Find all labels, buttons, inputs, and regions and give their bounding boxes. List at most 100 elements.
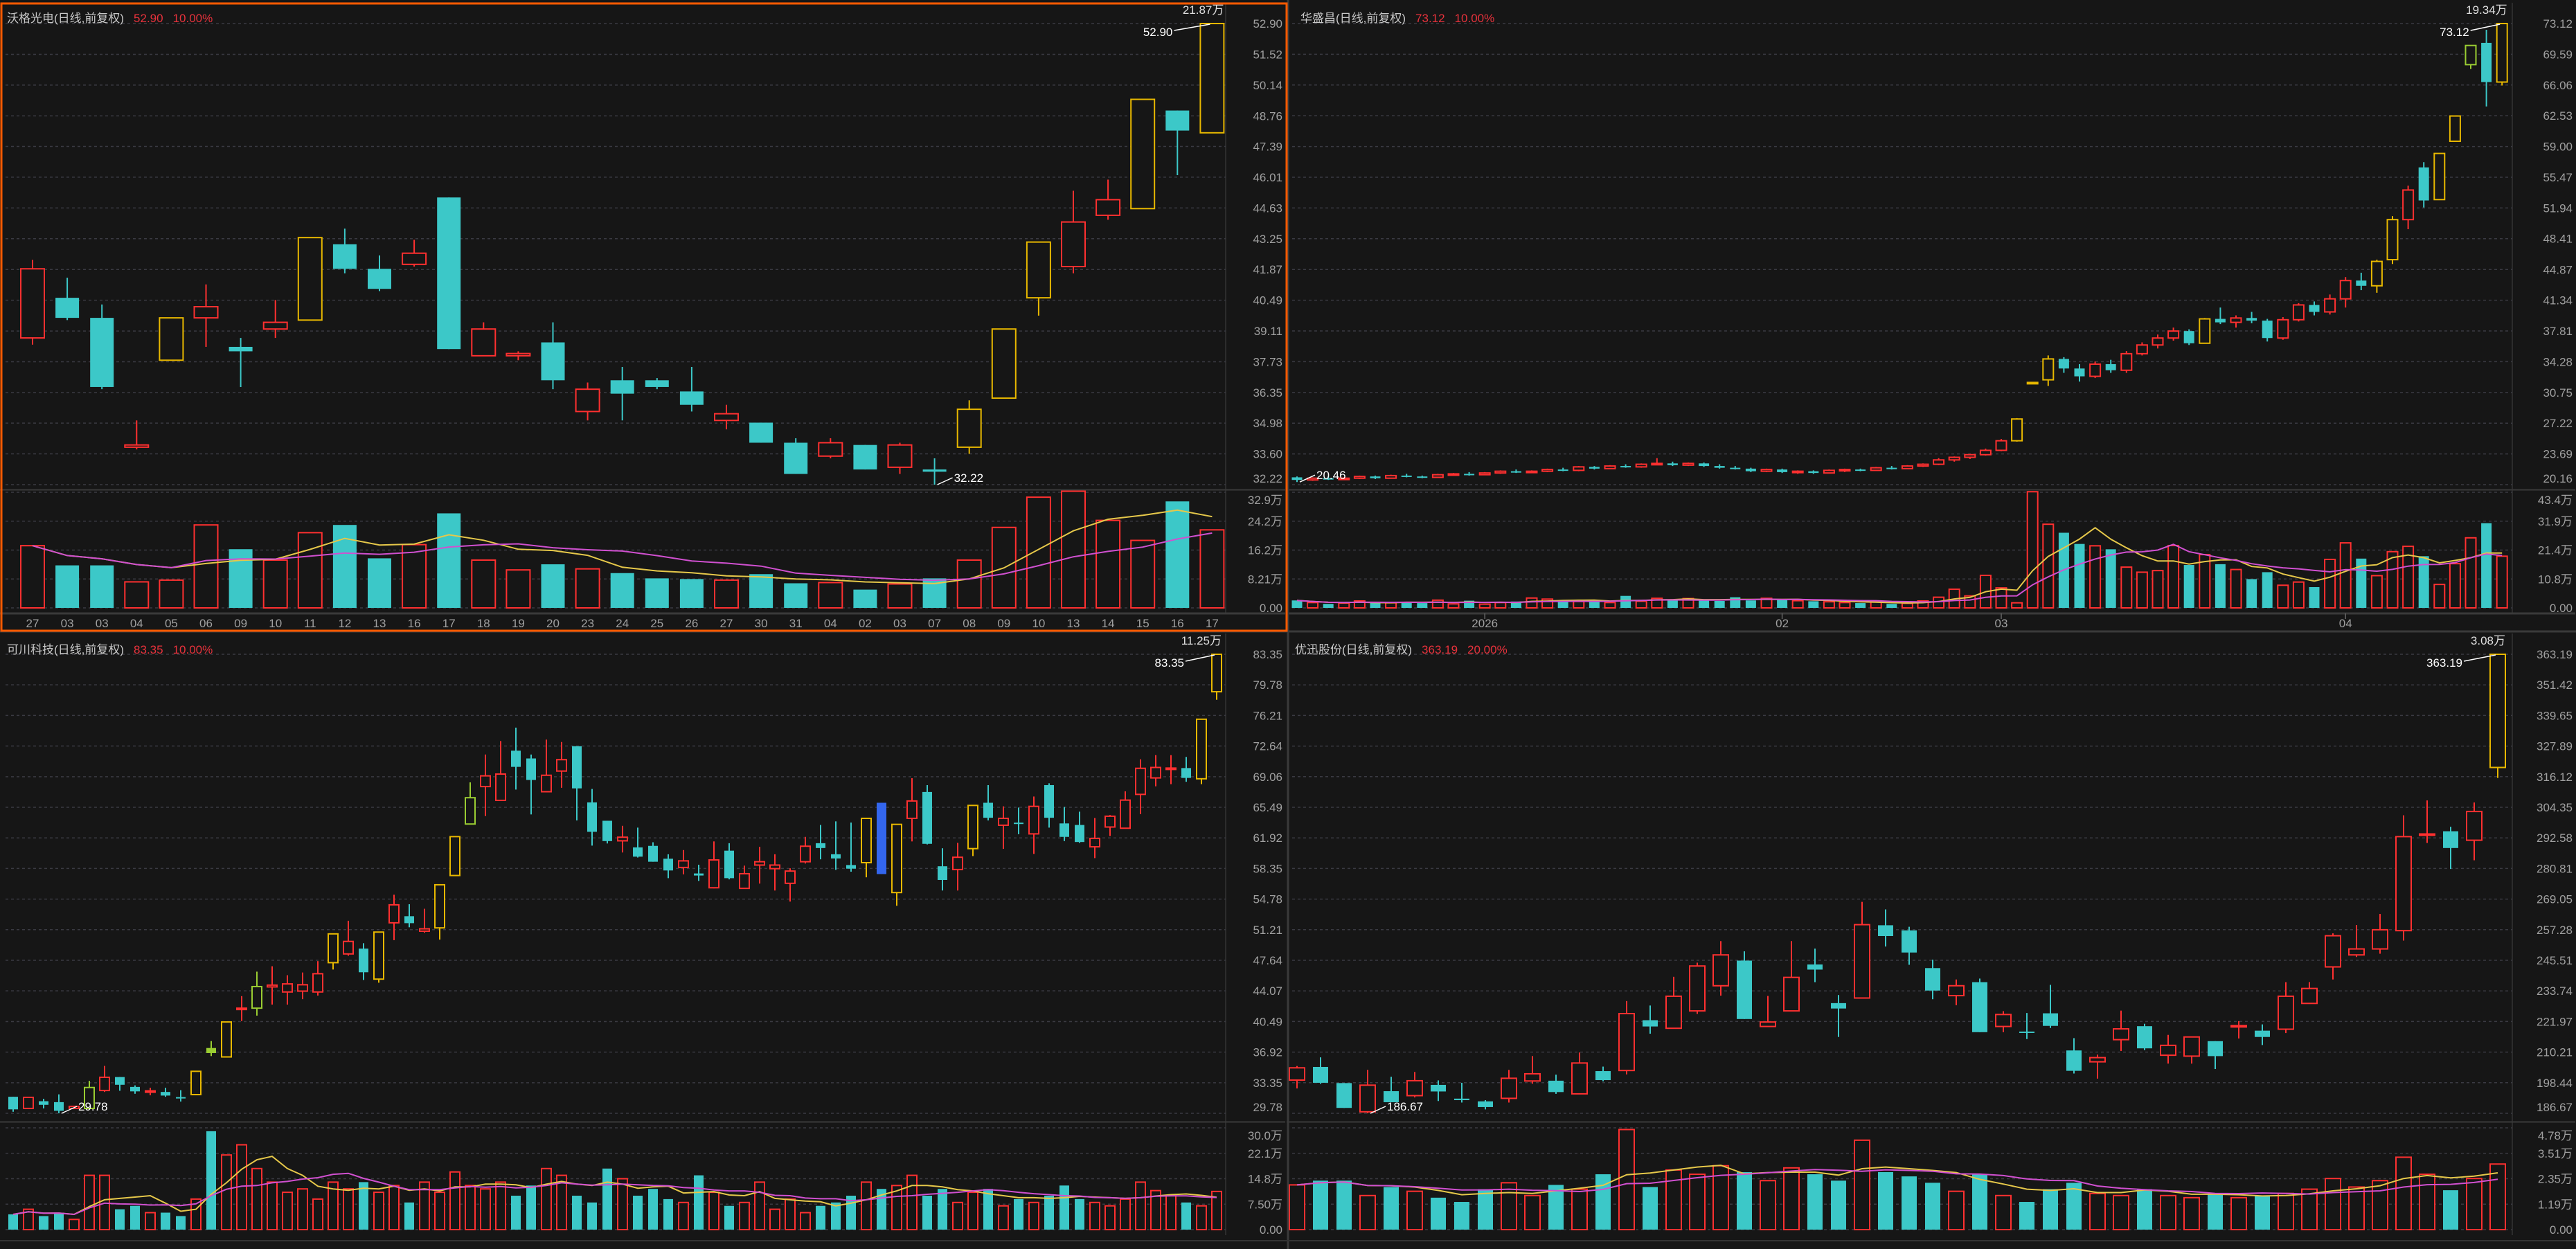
date-label: 2026 <box>1472 617 1498 630</box>
volume-bar <box>1667 600 1678 608</box>
volume-tick-label: 1.19万 <box>2538 1198 2573 1211</box>
volume-bar <box>2026 491 2039 609</box>
volume-bar <box>297 532 323 609</box>
panel-header-4[interactable]: 优迅股份(日线,前复权) 363.19 20.00% <box>1295 640 1508 657</box>
candle-body <box>1620 466 1631 468</box>
volume-bar <box>645 578 669 608</box>
volume-bar <box>739 1201 750 1231</box>
candle-body <box>1925 968 1940 991</box>
volume-bar <box>1714 600 1725 608</box>
candle-body <box>1478 1101 1493 1107</box>
candle-body <box>480 775 491 788</box>
candle-body <box>434 883 445 929</box>
candle-body <box>1059 823 1069 837</box>
price-tick-label: 48.76 <box>1253 109 1282 123</box>
candle-body <box>1120 799 1131 829</box>
high-price-label: 73.12 <box>2440 26 2469 39</box>
candle-body <box>1854 924 1870 999</box>
panel-header-2[interactable]: 华盛昌(日线,前复权) 73.12 10.00% <box>1300 8 1494 26</box>
volume-bar <box>368 558 391 608</box>
volume-bar <box>1447 603 1460 609</box>
high-price-arrow-icon <box>2463 654 2496 662</box>
candle-body <box>297 237 323 321</box>
date-label: 25 <box>650 617 663 630</box>
candle-body <box>262 321 288 330</box>
volume-bar <box>1995 587 2007 609</box>
candle-body <box>2042 358 2055 381</box>
price-tick-label: 292.58 <box>2537 832 2573 845</box>
volume-bar <box>1526 597 1538 609</box>
volume-bar <box>610 573 634 608</box>
volume-bar <box>633 1196 643 1230</box>
candle-body <box>2183 1036 2200 1057</box>
candle-body <box>1524 1072 1541 1082</box>
candle-body <box>1095 199 1121 216</box>
date-label: 10 <box>269 617 282 630</box>
price-tick-label: 351.42 <box>2537 679 2573 692</box>
volume-bar <box>84 1174 95 1230</box>
volume-bar <box>1901 602 1913 609</box>
candle-body <box>1384 1091 1399 1102</box>
price-tick-label: 37.73 <box>1253 356 1282 369</box>
volume-bar <box>1353 600 1366 609</box>
candle-body <box>1777 469 1788 472</box>
volume-bar <box>282 1192 293 1230</box>
price-tick-label: 61.92 <box>1253 832 1282 845</box>
volume-bar <box>1635 600 1647 609</box>
candle-body <box>2074 368 2085 377</box>
volume-bar <box>587 1202 597 1230</box>
price-tick-label: 73.12 <box>2543 17 2573 30</box>
volume-bar <box>877 1189 886 1230</box>
volume-ma5-line <box>12 1156 1217 1216</box>
candle-body <box>922 469 947 472</box>
candle-body <box>368 269 391 289</box>
volume-bar <box>2167 544 2180 609</box>
volume-bar <box>2348 1186 2365 1231</box>
volume-bar <box>124 581 150 609</box>
volume-bar <box>2230 1196 2247 1230</box>
candle-body <box>145 1090 156 1093</box>
candle-body <box>1807 964 1823 970</box>
candle-body <box>2167 330 2180 339</box>
stock-name: 华盛昌 <box>1300 12 1336 25</box>
volume-bar <box>2395 1156 2412 1230</box>
panel-header-1[interactable]: 沃格光电(日线,前复权) 52.90 10.00% <box>7 8 213 26</box>
candle-body <box>2136 344 2148 354</box>
candle-body <box>2255 1030 2270 1037</box>
candle-body <box>2105 363 2116 370</box>
candle-body <box>1370 476 1381 478</box>
candle-body <box>663 859 673 871</box>
candle-body <box>359 949 368 973</box>
price-tick-label: 72.64 <box>1253 740 1282 753</box>
candle-body <box>2386 219 2399 261</box>
volume-bar <box>2309 586 2320 608</box>
candle-body <box>2339 280 2352 300</box>
candle-body <box>1061 221 1086 268</box>
candle-body <box>1447 473 1460 476</box>
candle-body <box>2443 831 2458 848</box>
volume-bar <box>1571 1188 1588 1231</box>
price-tick-label: 186.67 <box>2537 1101 2573 1114</box>
panel-header-3[interactable]: 可川科技(日线,前复权) 83.35 10.00% <box>7 640 213 657</box>
last-price: 73.12 <box>1415 12 1445 25</box>
period-label: (日线,前复权) <box>54 12 125 25</box>
volume-bar <box>1406 1190 1423 1231</box>
price-tick-label: 245.51 <box>2537 954 2573 967</box>
volume-bar <box>506 569 531 609</box>
last-volume-label: 3.08万 <box>2471 634 2505 647</box>
volume-tick-label: 8.21万 <box>1248 573 1282 586</box>
volume-bar <box>54 1212 64 1230</box>
price-tick-label: 48.41 <box>2543 233 2573 246</box>
price-tick-label: 198.44 <box>2537 1077 2573 1090</box>
candle-body <box>2395 836 2412 932</box>
candle-body <box>1199 23 1225 134</box>
volume-bar <box>1972 1174 1987 1230</box>
volume-bar <box>617 1178 628 1230</box>
volume-bar <box>1589 601 1600 608</box>
volume-tick-label: 3.51万 <box>2538 1147 2573 1160</box>
candle-body <box>572 746 582 789</box>
volume-bar <box>471 559 497 609</box>
volume-bar <box>1211 1190 1222 1230</box>
volume-bar <box>1095 519 1121 609</box>
date-label: 24 <box>616 617 629 630</box>
